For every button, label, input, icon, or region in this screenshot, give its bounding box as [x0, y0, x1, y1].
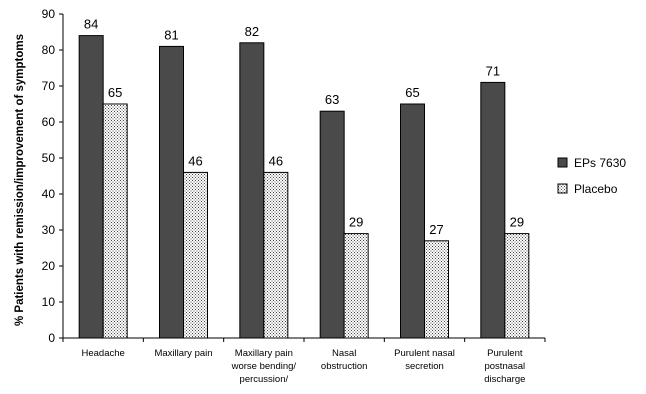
- x-category-label: Maxillary pain: [235, 348, 293, 359]
- data-label: 71: [486, 63, 500, 78]
- y-tick-label: 80: [42, 43, 56, 57]
- data-label: 84: [84, 17, 98, 32]
- bar: [319, 110, 345, 339]
- y-tick-label: 50: [42, 151, 56, 165]
- data-label: 65: [108, 85, 122, 100]
- bar: [504, 233, 530, 339]
- y-tick-label: 0: [48, 331, 55, 345]
- y-axis-title: % Patients with remission/improvement of…: [14, 34, 26, 326]
- y-tick-label: 60: [42, 115, 56, 129]
- y-tick-label: 30: [42, 223, 56, 237]
- data-label: 81: [164, 27, 178, 42]
- bar: [78, 35, 104, 339]
- y-tick-label: 20: [42, 259, 56, 273]
- x-category-label: obstruction: [321, 361, 367, 372]
- data-label: 29: [349, 215, 363, 230]
- bar: [183, 171, 208, 339]
- y-tick-label: 90: [42, 7, 56, 21]
- bar: [239, 42, 265, 339]
- bar: [102, 103, 128, 339]
- legend-swatch: [557, 183, 568, 194]
- bar: [263, 171, 289, 339]
- y-tick-label: 70: [42, 79, 56, 93]
- x-category-label: percussion/: [240, 374, 289, 385]
- x-category-label: Purulent: [487, 348, 523, 359]
- bar: [480, 81, 506, 339]
- bar: [343, 233, 369, 339]
- x-category-label: Nasal: [332, 348, 356, 359]
- legend-swatch: [557, 157, 568, 168]
- x-category-label: postnasal: [484, 361, 525, 372]
- legend: EPs 7630 Placebo: [557, 156, 626, 196]
- x-category-label: Maxillary pain: [154, 348, 212, 359]
- x-category-label: Purulent nasal: [394, 348, 455, 359]
- x-category-label: Headache: [82, 348, 125, 359]
- x-category-label: discharge: [484, 374, 525, 385]
- data-label: 46: [188, 153, 202, 168]
- data-label: 27: [429, 222, 443, 237]
- y-tick-label: 10: [42, 295, 56, 309]
- legend-label: EPs 7630: [574, 156, 626, 170]
- data-label: 63: [325, 92, 339, 107]
- data-label: 82: [245, 24, 259, 39]
- data-label: 29: [510, 215, 524, 230]
- bar: [159, 45, 184, 339]
- data-label: 46: [269, 153, 283, 168]
- legend-label: Placebo: [574, 182, 618, 196]
- plot-area: 0 10 20 30 40 50 60 70 80 90 84 65 Headache 81 46 Maxil…: [42, 7, 546, 385]
- bar: [400, 103, 425, 339]
- data-label: 65: [405, 85, 419, 100]
- x-category-label: secretion: [405, 361, 444, 372]
- y-tick-label: 40: [42, 187, 56, 201]
- x-category-label: worse bending/: [231, 361, 297, 372]
- bar: [424, 240, 449, 339]
